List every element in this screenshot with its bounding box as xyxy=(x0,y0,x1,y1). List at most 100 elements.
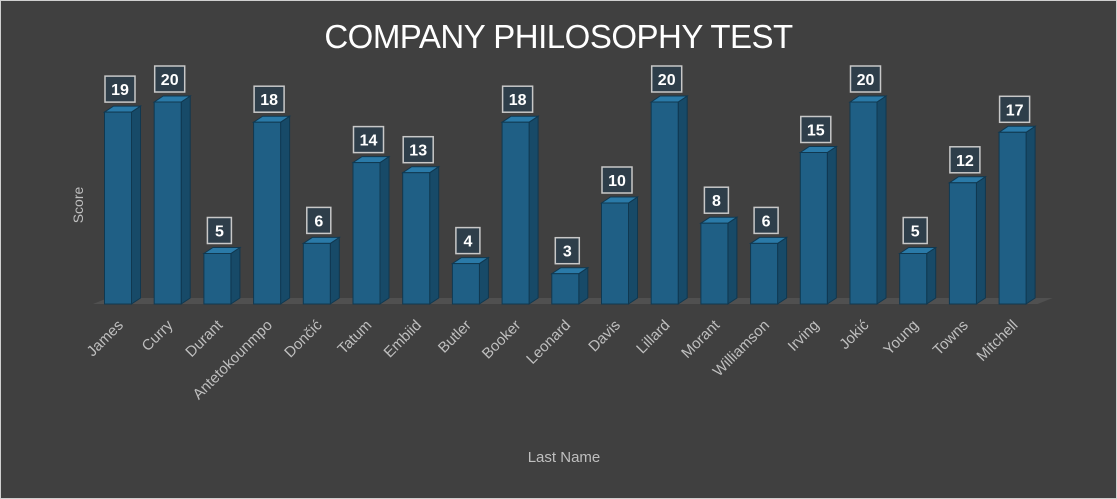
data-label: 20 xyxy=(658,72,676,89)
bar-tatum xyxy=(351,155,391,305)
data-label: 15 xyxy=(807,123,825,140)
bar-williamson xyxy=(748,236,789,305)
bar-side xyxy=(329,236,340,305)
bar-lillard xyxy=(649,95,689,305)
bar-dončić xyxy=(301,236,341,305)
bar-front xyxy=(451,263,480,305)
bar-front xyxy=(799,152,828,305)
x-tick-label: Dončić xyxy=(281,316,326,361)
bar-front xyxy=(352,162,381,305)
x-tick-label: Jokić xyxy=(836,316,873,353)
bar-morant xyxy=(699,216,739,305)
data-label-box xyxy=(998,95,1031,124)
bar-durant xyxy=(202,246,242,305)
x-tick-label: James xyxy=(84,317,127,360)
data-label-box xyxy=(753,206,779,235)
x-tick-label: Booker xyxy=(479,317,525,363)
data-label-box xyxy=(104,75,136,103)
bar-side xyxy=(280,115,291,305)
data-label: 13 xyxy=(409,143,427,160)
data-label-box xyxy=(650,65,683,93)
bar-side xyxy=(131,105,141,305)
x-tick-label: Curry xyxy=(139,316,177,354)
bar-front xyxy=(899,253,928,305)
bar-side xyxy=(777,236,788,305)
data-label: 20 xyxy=(857,72,875,89)
bar-side xyxy=(180,95,191,305)
data-label: 19 xyxy=(111,82,129,99)
bar-mitchell xyxy=(997,125,1037,305)
x-tick-label: Butler xyxy=(435,317,475,357)
data-label: 3 xyxy=(563,244,572,261)
data-label-box xyxy=(703,186,730,214)
data-label-box xyxy=(153,65,186,93)
bar-side xyxy=(975,175,986,305)
bar-front xyxy=(253,121,282,305)
bar-front xyxy=(849,101,878,305)
bar-side xyxy=(926,246,937,305)
data-label: 6 xyxy=(314,213,323,230)
data-label: 8 xyxy=(712,193,721,210)
x-tick-label: Leonard xyxy=(523,317,574,368)
x-tick-label: Lillard xyxy=(633,317,673,357)
bar-front xyxy=(302,242,331,305)
data-label-box xyxy=(800,115,832,144)
data-label-box xyxy=(402,135,434,164)
bar-embiid xyxy=(401,165,441,305)
bar-front xyxy=(153,101,182,305)
x-tick-label: Young xyxy=(880,317,922,359)
data-label-box xyxy=(949,146,981,174)
data-label-box xyxy=(554,236,581,265)
data-label-box xyxy=(455,226,481,255)
chart-title: COMPANY PHILOSOPHY TEST xyxy=(324,18,793,55)
data-label: 6 xyxy=(762,213,771,230)
x-tick-label: Morant xyxy=(678,316,724,362)
data-label: 10 xyxy=(608,173,626,190)
x-axis-label: Last Name xyxy=(527,449,601,466)
bar-curry xyxy=(152,95,192,305)
data-label-box xyxy=(601,166,633,194)
bar-towns xyxy=(947,175,988,305)
bar-side xyxy=(876,95,887,305)
bar-front xyxy=(501,121,530,305)
bar-young xyxy=(898,246,938,305)
data-label: 20 xyxy=(161,72,179,89)
data-label-box xyxy=(352,125,385,154)
data-label-box xyxy=(306,206,332,235)
bar-front xyxy=(203,253,232,305)
data-label: 4 xyxy=(463,234,472,251)
bar-antetokounmpo xyxy=(251,115,292,305)
data-label-box xyxy=(253,85,285,113)
bar-side xyxy=(826,145,837,305)
x-tick-label: Davis xyxy=(585,317,624,356)
bar-side xyxy=(379,155,390,305)
data-label: 17 xyxy=(1006,102,1024,119)
data-label-box xyxy=(206,216,233,245)
bar-side xyxy=(478,256,489,305)
bar-side xyxy=(677,95,688,305)
bar-front xyxy=(750,242,779,305)
bar-irving xyxy=(798,145,838,305)
data-label: 5 xyxy=(215,224,224,241)
data-label: 18 xyxy=(260,92,278,109)
bar-side xyxy=(528,115,539,305)
x-tick-label: Mitchell xyxy=(973,317,1021,365)
data-label: 18 xyxy=(509,92,527,109)
bar-leonard xyxy=(550,266,590,305)
bar-side xyxy=(230,246,241,305)
x-tick-label: Durant xyxy=(182,316,226,360)
data-label-box xyxy=(849,65,882,93)
bar-jokić xyxy=(848,95,888,305)
x-tick-label: Embiid xyxy=(381,317,425,361)
bar-front xyxy=(551,273,580,305)
bar-side xyxy=(727,216,738,305)
data-label: 14 xyxy=(360,133,378,150)
data-label-box xyxy=(501,85,534,113)
bar-booker xyxy=(500,115,540,305)
bar-butler xyxy=(450,256,491,305)
bar-front xyxy=(402,172,431,305)
bar-front xyxy=(104,111,132,305)
data-label: 12 xyxy=(956,153,974,170)
bar-side xyxy=(1025,125,1036,305)
